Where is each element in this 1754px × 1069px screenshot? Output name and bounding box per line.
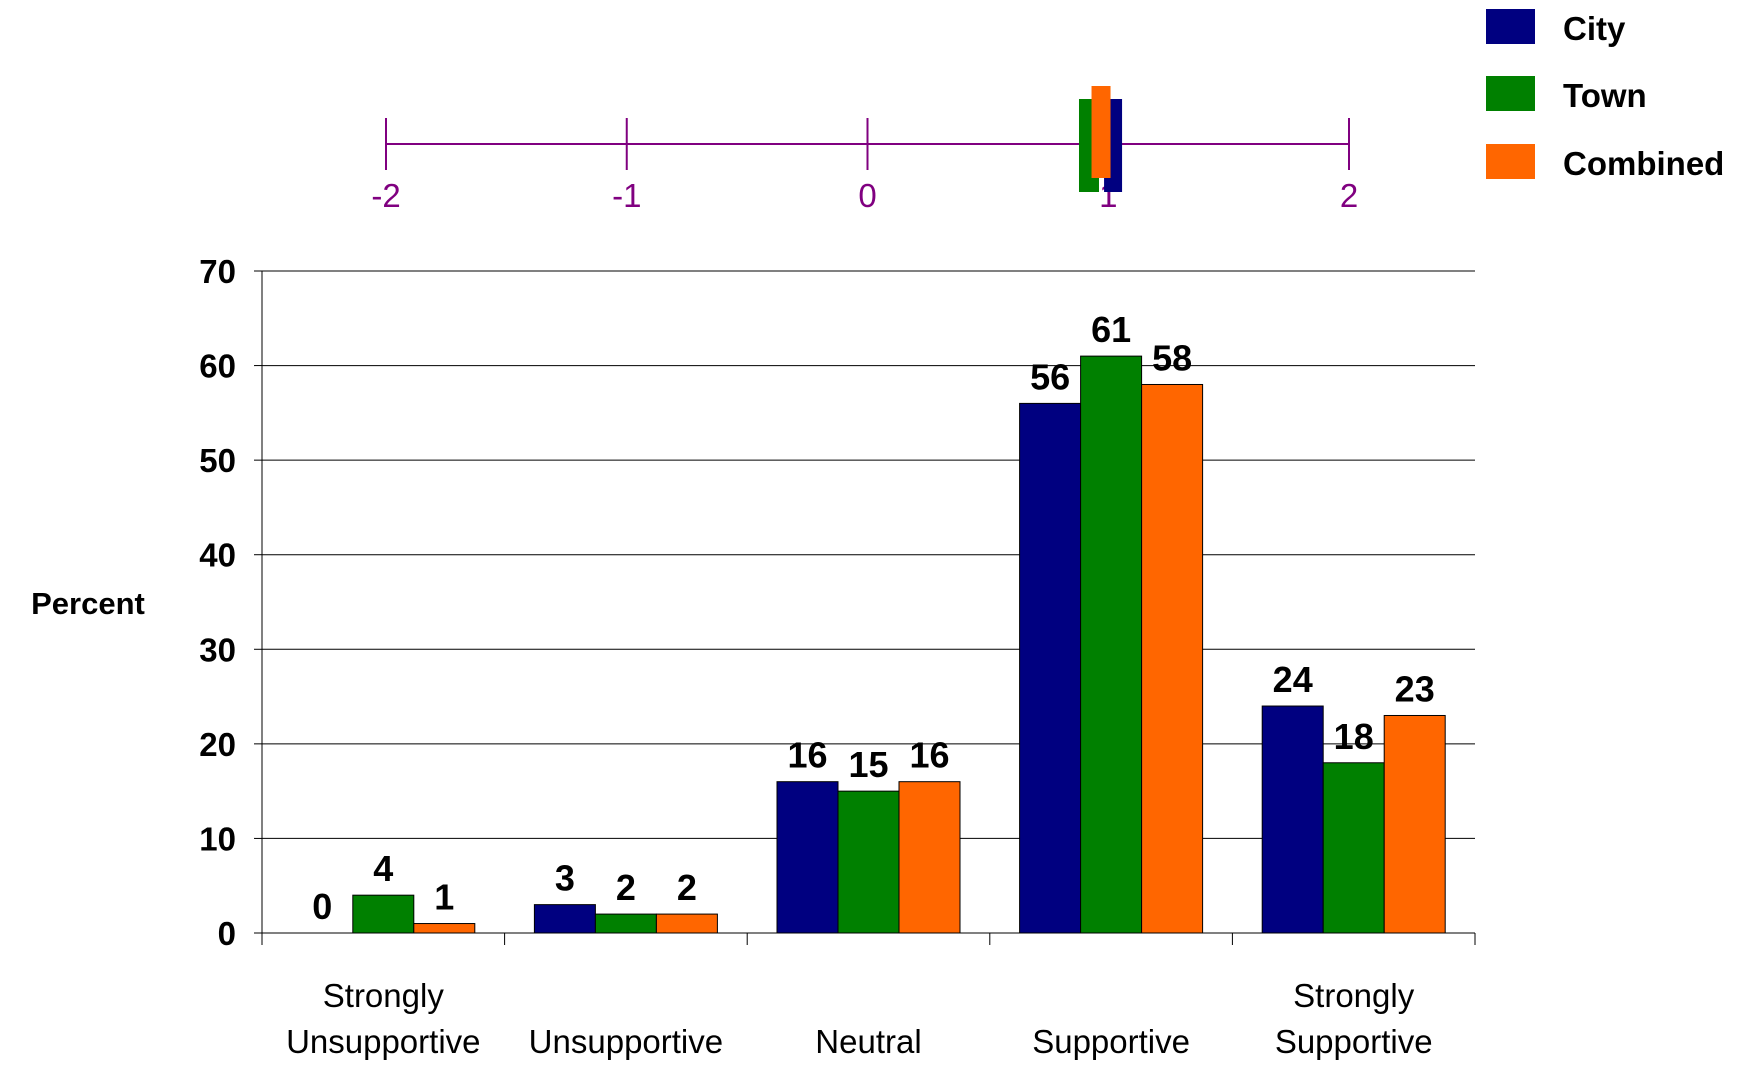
x-tick-label: Supportive [1275,1023,1433,1060]
bar [837,790,900,934]
x-tick-label: Unsupportive [529,1023,723,1060]
bar [898,781,961,934]
data-label: 15 [848,744,888,785]
x-tick-label: Strongly [323,977,445,1014]
data-label: 61 [1091,309,1131,350]
legend-label: City [1563,10,1626,47]
bar [1383,714,1446,934]
bar [413,923,476,934]
scale-tick-label: 2 [1340,177,1358,214]
y-tick-label: 10 [199,820,236,857]
data-label: 0 [312,886,332,927]
x-tick-label: Supportive [1032,1023,1190,1060]
legend-label: Combined [1563,145,1724,182]
data-label: 24 [1273,659,1313,700]
bar [352,894,415,934]
bar [776,781,839,934]
bar [1322,762,1385,934]
y-tick-label: 30 [199,631,236,668]
data-label: 1 [434,877,454,918]
x-tick-label: Neutral [815,1023,921,1060]
bar [533,904,596,934]
y-tick-label: 60 [199,348,236,385]
mean-marker [1091,86,1111,178]
x-tick-label: Strongly [1293,977,1415,1014]
legend-swatch [1486,76,1535,111]
y-tick-label: 20 [199,726,236,763]
data-label: 23 [1395,668,1435,709]
bar [655,913,718,934]
y-tick-label: 50 [199,442,236,479]
y-tick-label: 40 [199,537,236,574]
bar [1141,383,1204,934]
scale-tick-label: -1 [612,177,641,214]
data-label: 58 [1152,337,1192,378]
data-label: 18 [1334,716,1374,757]
scale-tick-label: -2 [371,177,400,214]
data-label: 16 [787,735,827,776]
bar [594,913,657,934]
legend-swatch [1486,144,1535,179]
y-tick-label: 0 [218,915,236,952]
bar [1080,355,1143,934]
data-label: 4 [373,848,393,889]
legend-swatch [1486,9,1535,44]
scale-tick-label: 0 [858,177,876,214]
bar [1261,705,1324,934]
data-label: 56 [1030,356,1070,397]
x-tick-label: Unsupportive [286,1023,480,1060]
data-label: 3 [555,858,575,899]
y-tick-label: 70 [199,253,236,290]
legend-label: Town [1563,77,1647,114]
data-label: 16 [909,735,949,776]
data-label: 2 [616,867,636,908]
data-label: 2 [677,867,697,908]
y-axis-label: Percent [31,586,145,621]
bar [1019,402,1082,934]
